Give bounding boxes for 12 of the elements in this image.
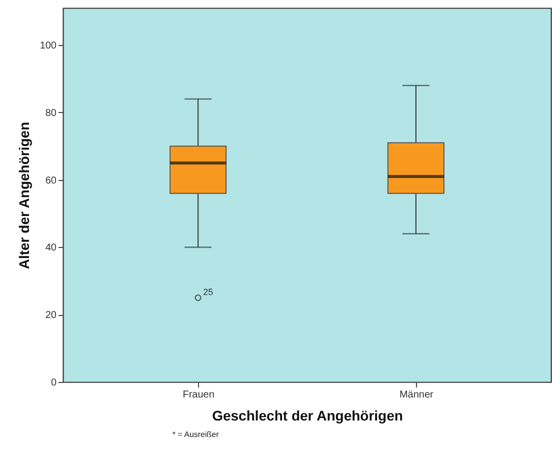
annotation: 25 (203, 286, 214, 297)
y-tick-label: 60 (45, 175, 57, 186)
y-tick-label: 80 (45, 108, 57, 119)
y-tick-label: 0 (50, 378, 57, 388)
x-axis-title: Geschlecht der Angehörigen (212, 408, 403, 424)
y-tick-label: 40 (45, 242, 57, 254)
y-tick-label: 100 (40, 40, 57, 52)
x-tick-label: Männer (399, 390, 434, 400)
text: * = Ausreißer (172, 430, 220, 439)
x-tick-label: Frauen (182, 390, 214, 400)
y-tick-label: 20 (45, 310, 57, 322)
y-axis-title: Alter der Angehörigen (16, 122, 32, 270)
